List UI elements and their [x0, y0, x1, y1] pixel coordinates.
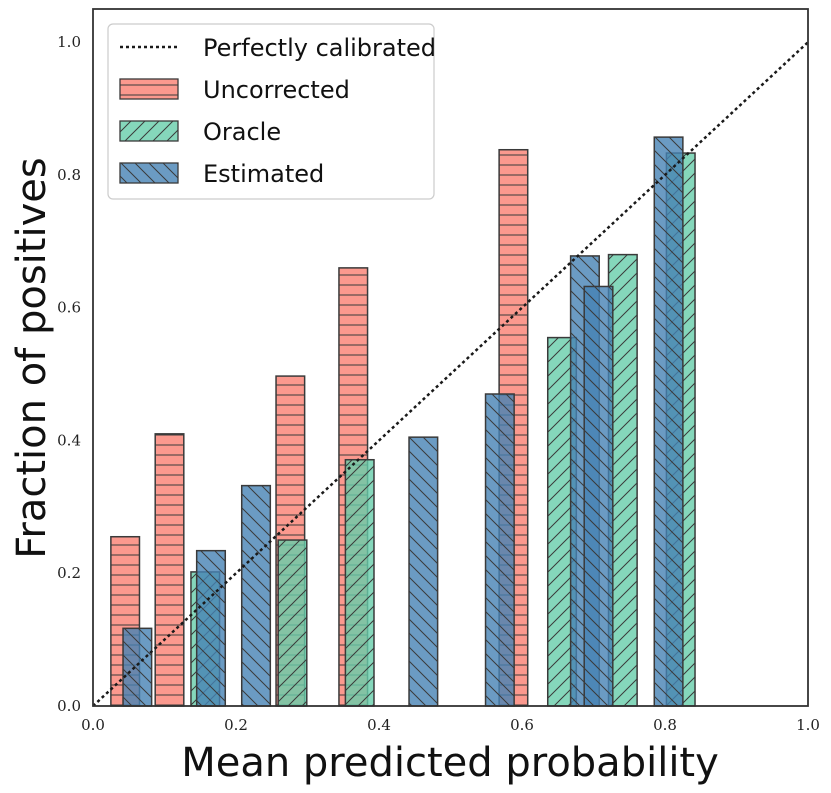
estimated-bar — [484, 393, 515, 707]
legend-label-uncorrected: Uncorrected — [203, 76, 350, 104]
x-tick-label: 0.0 — [81, 716, 105, 734]
legend-swatch-uncorrected — [119, 78, 179, 100]
estimated-bar — [122, 627, 153, 707]
y-tick-label: 0.8 — [57, 166, 81, 184]
estimated-bar — [583, 285, 614, 707]
legend-swatch-estimated — [119, 162, 179, 184]
legend: Perfectly calibrated Uncorrected Oracle … — [107, 23, 436, 200]
estimated-bar — [195, 549, 227, 707]
estimated-bar — [240, 484, 272, 707]
x-tick-label: 0.4 — [367, 716, 391, 734]
y-axis-label: Fraction of positives — [9, 157, 55, 558]
x-tick-label: 0.6 — [510, 716, 534, 734]
oracle-bar — [277, 539, 308, 707]
ticks-layer: 0.0 0.2 0.4 0.6 0.8 1.0 0.0 0.2 0.4 0.6 0.8 1.0 — [57, 33, 820, 734]
uncorrected-bar — [110, 535, 141, 707]
x-tick-label: 0.2 — [224, 716, 248, 734]
legend-swatch-oracle — [119, 120, 179, 142]
y-tick-label: 0.2 — [57, 564, 81, 582]
x-tick-label: 1.0 — [796, 716, 820, 734]
y-tick-label: 0.6 — [57, 299, 81, 317]
x-tick-label: 0.8 — [653, 716, 677, 734]
bars-layer — [110, 136, 696, 707]
estimated-bar — [408, 436, 439, 707]
estimated-bar — [653, 136, 684, 707]
legend-box — [107, 23, 435, 200]
legend-label-oracle: Oracle — [203, 118, 281, 146]
y-tick-label: 0.0 — [57, 697, 81, 715]
legend-label-perfectly-calibrated: Perfectly calibrated — [203, 34, 436, 62]
uncorrected-bar — [154, 433, 185, 707]
legend-label-estimated: Estimated — [203, 160, 324, 188]
plot-frame — [92, 8, 809, 707]
x-axis-label: Mean predicted probability — [181, 740, 719, 786]
oracle-bar — [344, 458, 375, 707]
y-tick-label: 0.4 — [57, 431, 81, 449]
perfectly-calibrated-line — [92, 41, 809, 707]
y-tick-label: 1.0 — [57, 33, 81, 51]
